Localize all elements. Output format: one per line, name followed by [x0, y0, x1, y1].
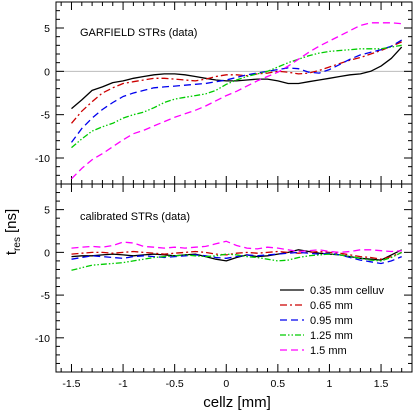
legend-label: 0.95 mm: [310, 315, 353, 327]
x-tick-label: 0: [223, 378, 229, 390]
series-line-0-95-mm: [70, 39, 403, 143]
legend-label: 1.5 mm: [310, 345, 347, 357]
y-axis-title: tres [ns]: [3, 209, 23, 255]
legend-label: 0.35 mm celluv: [310, 285, 384, 297]
series-line-0-95-mm: [71, 251, 402, 265]
x-tick-label: 0.5: [271, 378, 286, 390]
series-line-0-65-mm: [71, 41, 402, 124]
y-tick-label: 0: [44, 247, 50, 259]
y-tick-label: -10: [35, 153, 50, 165]
x-tick-label: -0.5: [166, 378, 184, 390]
series-line-1-25-mm: [71, 44, 402, 149]
x-tick-label: -1: [118, 378, 127, 390]
x-tick-label: -1.5: [62, 378, 80, 390]
y-tick-label: 5: [44, 23, 50, 35]
series-line-1-5-mm: [71, 22, 402, 180]
y-axis-title-sub: res: [12, 237, 23, 251]
svg-text:tres[ns]: tres [ns]: [3, 209, 23, 255]
y-axis-title-unit: [ns]: [3, 209, 20, 233]
series-line-1-5-mm: [71, 240, 402, 254]
y-tick-label: -10: [35, 333, 50, 345]
legend-label: 0.65 mm: [310, 300, 353, 312]
x-tick-label: 1: [327, 378, 333, 390]
x-axis-title: cellz [mm]: [203, 394, 271, 411]
legend-label: 1.25 mm: [310, 330, 353, 342]
x-tick-label: 1.5: [374, 378, 389, 390]
top-panel-title: GARFIELD STRs (data): [80, 27, 197, 39]
y-axis-title-t: t: [3, 250, 20, 255]
y-tick-label: -5: [41, 110, 50, 122]
series-line-1-25-mm: [71, 251, 402, 271]
y-tick-label: 0: [44, 66, 50, 78]
series-line-0-65-mm: [71, 250, 402, 260]
series-line-0-35-mm-celluv: [71, 46, 403, 110]
y-tick-label: 5: [44, 205, 50, 217]
legend: 0.35 mm celluv 0.65 mm 0.95 mm 1.25 mm 1.5 m…: [280, 285, 384, 357]
y-tick-label: -5: [41, 290, 50, 302]
bottom-panel-title: calibrated STRs (data): [80, 211, 190, 223]
bottom-panel: -10 -5 0 5 -1.5 -1 -0.5 0 0.5 1 1.5: [35, 183, 413, 390]
